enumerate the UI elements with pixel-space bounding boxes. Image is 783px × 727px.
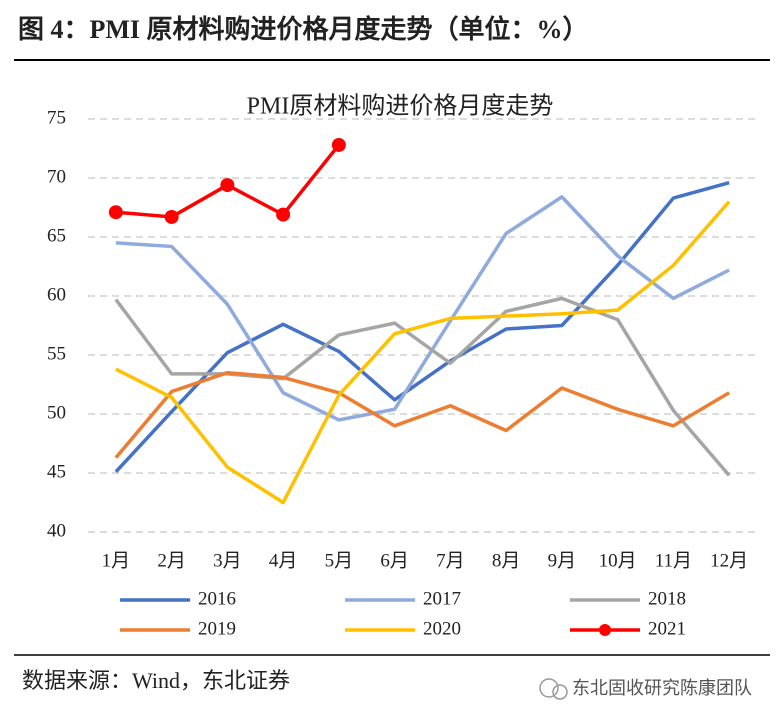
series-line bbox=[114, 296, 731, 477]
y-tick-label: 75 bbox=[47, 107, 66, 128]
chart-title: PMI原材料购进价格月度走势 bbox=[247, 93, 554, 120]
y-tick-label: 50 bbox=[47, 402, 66, 423]
x-tick-label: 11月 bbox=[655, 550, 692, 571]
x-tick-label: 6月 bbox=[380, 550, 409, 571]
x-tick-label: 1月 bbox=[102, 550, 131, 571]
point-marker bbox=[220, 178, 235, 193]
y-tick-label: 55 bbox=[47, 343, 66, 364]
point-marker bbox=[164, 209, 179, 224]
legend-label: 2016 bbox=[198, 588, 236, 609]
y-tick-label: 40 bbox=[47, 520, 66, 541]
x-tick-label: 4月 bbox=[269, 550, 298, 571]
y-tick-label: 60 bbox=[47, 284, 66, 305]
legend-label: 2018 bbox=[648, 588, 686, 609]
x-tick-label: 10月 bbox=[599, 550, 637, 571]
legend-label: 2019 bbox=[198, 618, 236, 639]
watermark: 东北固收研究陈康团队 bbox=[572, 678, 752, 699]
legend-label: 2021 bbox=[648, 618, 686, 639]
x-tick-label: 2月 bbox=[157, 550, 186, 571]
x-tick-label: 5月 bbox=[325, 550, 354, 571]
x-tick-label: 12月 bbox=[710, 550, 748, 571]
x-tick-label: 3月 bbox=[213, 550, 242, 571]
point-marker bbox=[108, 205, 123, 220]
figure-title: 图 4：PMI 原材料购进价格月度走势（单位：%） bbox=[18, 14, 589, 44]
x-tick-label: 7月 bbox=[436, 550, 465, 571]
point-marker bbox=[331, 137, 346, 152]
legend-marker bbox=[599, 624, 611, 636]
watermark-icon bbox=[539, 678, 568, 700]
legend-label: 2017 bbox=[423, 588, 461, 609]
source: 数据来源：Wind，东北证券 bbox=[22, 668, 290, 693]
y-tick-label: 45 bbox=[47, 461, 66, 482]
series-line bbox=[114, 181, 730, 474]
x-tick-label: 8月 bbox=[492, 550, 521, 571]
legend-label: 2020 bbox=[423, 618, 461, 639]
point-marker bbox=[276, 207, 291, 222]
y-tick-label: 70 bbox=[47, 166, 66, 187]
series-line bbox=[115, 200, 731, 505]
series-line bbox=[114, 370, 731, 459]
y-tick-label: 65 bbox=[47, 225, 66, 246]
x-tick-label: 9月 bbox=[548, 550, 577, 571]
series-line bbox=[115, 195, 730, 422]
